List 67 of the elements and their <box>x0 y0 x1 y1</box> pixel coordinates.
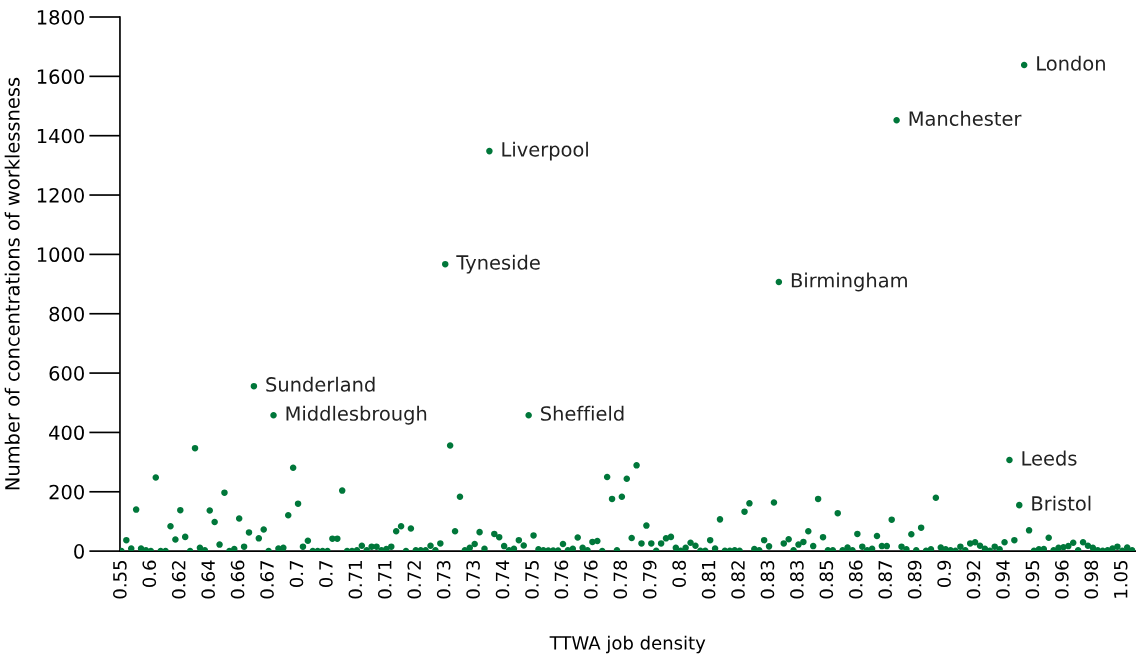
series-label: Birmingham <box>791 272 907 292</box>
point <box>270 411 277 419</box>
series-label: Bristol <box>1032 495 1091 511</box>
x-tick-label: 0.83 <box>760 560 775 599</box>
y-tick-label: 1600 <box>37 69 84 85</box>
x-tick-label: 0.83 <box>790 560 804 599</box>
x-tick-label: 0.66 <box>230 560 245 599</box>
x-tick-label: 0.9 <box>937 560 951 587</box>
x-tick-label: 0.72 <box>407 561 422 599</box>
series-label: Sheffield <box>541 405 624 421</box>
x-tick-label: 0.81 <box>701 561 716 599</box>
series-label: Tyneside <box>456 254 540 274</box>
x-tick-label: 0.87 <box>878 561 893 599</box>
series-label: Middlesbrough <box>286 405 427 425</box>
x-axis-title: TTWA job density <box>549 635 706 654</box>
series-label: Sunderland <box>266 376 375 392</box>
y-tick-label: 0 <box>74 544 84 559</box>
y-tick-label: 600 <box>49 366 84 381</box>
x-tick-label: 0.67 <box>260 561 274 599</box>
x-tick-label: 0.7 <box>289 561 304 587</box>
x-tick-label: 0.76 <box>584 560 598 599</box>
x-tick-label: 0.62 <box>171 561 186 599</box>
x-tick-label: 0.89 <box>907 560 922 599</box>
point <box>486 147 493 155</box>
point <box>1016 501 1023 509</box>
x-tick-label: 0.71 <box>377 561 392 599</box>
y-tick-label: 1800 <box>37 9 84 25</box>
y-tick-label: 1400 <box>37 128 84 144</box>
x-tick-label: 1.05 <box>1113 561 1128 598</box>
point <box>250 382 258 390</box>
x-tick-label: 0.6 <box>142 560 157 587</box>
x-tick-label: 0.86 <box>848 560 863 599</box>
x-tick-label: 0.75 <box>525 561 539 599</box>
point <box>441 260 449 268</box>
x-tick-label: 0.74 <box>495 560 510 599</box>
series-label: Manchester <box>909 110 1022 126</box>
y-axis-title: Number of concentrations of worklessness <box>4 77 20 490</box>
x-tick-label: 0.79 <box>642 560 657 599</box>
x-tick-label: 0.78 <box>613 560 628 599</box>
y-tick-label: 800 <box>49 306 84 322</box>
x-tick-label: 0.73 <box>466 560 480 599</box>
x-tick-label: 0.7 <box>319 561 333 587</box>
point <box>1020 61 1028 69</box>
point <box>775 278 783 286</box>
y-tick-label: 1000 <box>37 247 84 263</box>
x-tick-label: 0.71 <box>348 561 363 599</box>
y-tick-label: 400 <box>49 425 84 441</box>
y-tick-label: 200 <box>49 484 84 500</box>
x-tick-label: 0.96 <box>1055 560 1069 599</box>
x-tick-label: 0.73 <box>436 560 451 599</box>
series-label: Leeds <box>1022 450 1077 466</box>
y-tick-label: 1200 <box>37 187 84 203</box>
series-label: London <box>1037 55 1105 71</box>
x-tick-label: 0.55 <box>113 561 127 599</box>
point <box>525 411 532 419</box>
x-tick-label: 0.82 <box>731 561 745 599</box>
x-tick-label: 0.92 <box>966 561 981 599</box>
x-tick-label: 0.8 <box>672 560 686 587</box>
x-tick-label: 0.76 <box>554 560 569 599</box>
point <box>1006 456 1013 464</box>
x-tick-label: 0.95 <box>1025 561 1040 599</box>
x-tick-label: 0.85 <box>819 561 834 599</box>
x-tick-label: 0.94 <box>996 560 1010 599</box>
x-tick-label: 0.64 <box>201 560 215 599</box>
point <box>893 117 900 124</box>
series-label: Liverpool <box>502 141 588 161</box>
x-tick-label: 0.98 <box>1084 560 1099 599</box>
